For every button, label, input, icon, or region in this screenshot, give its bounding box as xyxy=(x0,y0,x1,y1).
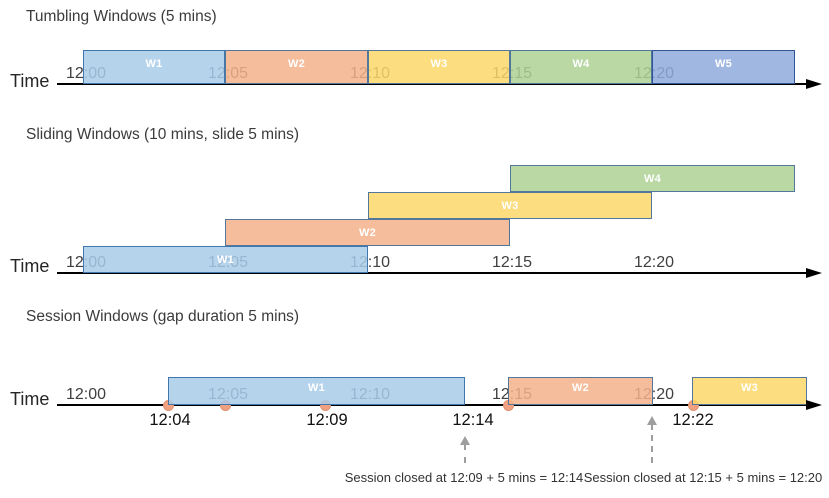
section-title-tumbling: Tumbling Windows (5 mins) xyxy=(26,8,217,25)
time-axis-arrowhead-icon xyxy=(806,267,822,278)
time-tick-label: 12:20 xyxy=(633,254,675,271)
window-label-w1: W1 xyxy=(307,381,326,394)
window-label-w3: W3 xyxy=(430,57,448,70)
session-window-w3: W3 xyxy=(692,377,807,405)
tumbling-window-w2: W2 xyxy=(225,50,368,84)
time-axis-arrowhead-icon xyxy=(806,399,822,410)
session-window-w1: W1 xyxy=(168,377,465,405)
callout-dashed-line xyxy=(464,444,466,463)
window-label-w2: W2 xyxy=(358,226,377,239)
sliding-window-w3: W3 xyxy=(368,192,652,219)
window-label-w2: W2 xyxy=(571,381,590,394)
window-label-w5: W5 xyxy=(714,57,733,70)
sliding-window-w2: W2 xyxy=(225,219,510,246)
window-label-w3: W3 xyxy=(740,381,759,394)
tumbling-window-w4: W4 xyxy=(510,50,652,84)
time-axis-tumbling xyxy=(57,83,806,85)
tumbling-window-w1: W1 xyxy=(83,50,225,84)
time-axis-session xyxy=(57,404,806,406)
window-label-w4: W4 xyxy=(643,172,662,185)
axis-time-label-sliding: Time xyxy=(10,256,50,276)
event-time-label: 12:09 xyxy=(306,411,348,429)
callout-up-arrow-icon xyxy=(460,436,470,445)
tumbling-window-w5: W5 xyxy=(652,50,795,84)
window-label-w2: W2 xyxy=(287,57,306,70)
tumbling-window-w3: W3 xyxy=(368,50,510,84)
window-label-w1: W1 xyxy=(216,253,235,266)
window-label-w3: W3 xyxy=(501,199,519,212)
section-title-sliding: Sliding Windows (10 mins, slide 5 mins) xyxy=(26,126,300,143)
axis-time-label-tumbling: Time xyxy=(10,71,50,91)
session-closed-annotation: Session closed at 12:15 + 5 mins = 12:20 xyxy=(583,470,823,485)
event-time-label: 12:04 xyxy=(149,411,191,429)
window-label-w1: W1 xyxy=(145,57,163,70)
session-window-w2: W2 xyxy=(508,377,653,405)
time-axis-sliding xyxy=(57,272,806,274)
callout-up-arrow-icon xyxy=(647,416,657,425)
axis-time-label-session: Time xyxy=(10,389,50,409)
sliding-window-w4: W4 xyxy=(510,165,795,192)
event-time-label: 12:14 xyxy=(452,411,494,429)
time-axis-arrowhead-icon xyxy=(806,78,822,89)
time-tick-label: 12:00 xyxy=(65,386,107,403)
window-label-w4: W4 xyxy=(572,57,590,70)
section-title-session: Session Windows (gap duration 5 mins) xyxy=(26,308,300,325)
sliding-window-w1: W1 xyxy=(83,246,368,273)
callout-dashed-line xyxy=(651,424,653,463)
time-tick-label: 12:15 xyxy=(491,254,533,271)
session-closed-annotation: Session closed at 12:09 + 5 mins = 12:14 xyxy=(344,470,584,485)
event-time-label: 12:22 xyxy=(672,411,714,429)
